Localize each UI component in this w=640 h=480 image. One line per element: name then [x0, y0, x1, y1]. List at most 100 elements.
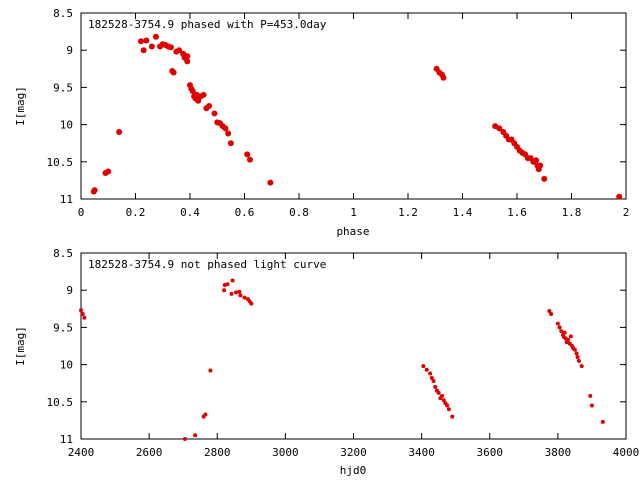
- data-point: [249, 301, 254, 306]
- data-point: [533, 157, 540, 164]
- data-point: [206, 103, 213, 109]
- data-point: [140, 47, 147, 54]
- data-point: [222, 125, 229, 132]
- data-point: [436, 390, 441, 395]
- data-point: [246, 156, 253, 163]
- data-point: [549, 312, 554, 317]
- x-tick-label: 2400: [68, 446, 95, 459]
- data-point: [566, 338, 571, 343]
- data-point: [496, 125, 503, 132]
- y-tick-label: 10: [60, 119, 73, 132]
- y-tick-labels: 8.5 9 9.5 10 10.5 11: [47, 247, 74, 446]
- x-tick-label: 3600: [477, 446, 504, 459]
- data-point: [445, 403, 450, 408]
- data-point: [137, 38, 144, 45]
- unphased-light-curve-panel: 2400 2600 2800 3000 3200 3400 3600 3800 4000 8.5…: [14, 247, 639, 477]
- data-points: [90, 33, 623, 200]
- y-tick-label: 11: [60, 433, 73, 446]
- data-point: [562, 330, 567, 335]
- y-tick-label: 9: [66, 44, 73, 57]
- data-point: [446, 407, 451, 412]
- data-points: [79, 278, 605, 441]
- data-point: [574, 351, 579, 356]
- data-point: [575, 355, 580, 360]
- data-point: [176, 47, 183, 54]
- x-tick-label: 0.2: [126, 206, 146, 219]
- phased-light-curve-panel: 0 0.2 0.4 0.6 0.8 1 1.2 1.4 1.6 1.8 2 8.5 9 9.5 10 10.…: [14, 7, 629, 238]
- y-axis-label: I[mag]: [14, 326, 27, 366]
- x-axis-label: hjd0: [340, 464, 367, 477]
- x-tick-label: 0.4: [180, 206, 200, 219]
- data-point: [267, 179, 274, 186]
- data-point: [600, 419, 605, 424]
- data-point: [233, 290, 238, 295]
- y-tick-labels: 8.5 9 9.5 10 10.5 11: [47, 7, 74, 206]
- data-point: [193, 433, 198, 438]
- data-point: [170, 69, 177, 76]
- data-point: [237, 289, 242, 294]
- data-point: [238, 293, 243, 298]
- x-tick-label: 1.6: [507, 206, 527, 219]
- x-axis-label: phase: [336, 225, 369, 238]
- data-point: [227, 140, 234, 147]
- x-tick-label: 3400: [408, 446, 435, 459]
- data-point: [424, 367, 429, 372]
- data-point: [184, 58, 191, 65]
- data-point: [80, 312, 85, 317]
- data-point: [203, 412, 208, 417]
- data-point: [195, 97, 202, 104]
- data-point: [152, 33, 159, 40]
- data-point: [242, 295, 247, 300]
- data-point: [440, 393, 445, 398]
- data-point: [559, 329, 564, 334]
- data-point: [244, 151, 251, 158]
- y-tick-label: 9.5: [53, 321, 73, 334]
- data-point: [184, 53, 191, 60]
- data-point: [91, 187, 98, 194]
- data-point: [450, 414, 455, 419]
- x-tick-labels: 0 0.2 0.4 0.6 0.8 1 1.2 1.4 1.6 1.8 2: [78, 206, 630, 219]
- x-tick-label: 3800: [545, 446, 572, 459]
- x-tick-label: 0: [78, 206, 85, 219]
- data-point: [229, 291, 234, 296]
- x-tick-label: 4000: [613, 446, 640, 459]
- data-point: [148, 43, 155, 50]
- data-point: [616, 193, 623, 200]
- x-tick-label: 3200: [340, 446, 367, 459]
- data-point: [555, 321, 560, 326]
- data-point: [568, 334, 573, 339]
- data-point: [182, 437, 187, 441]
- data-point: [589, 403, 594, 408]
- data-point: [440, 74, 447, 81]
- data-point: [588, 393, 593, 398]
- data-point: [225, 130, 232, 137]
- y-tick-label: 9: [66, 284, 73, 297]
- chart-title: 182528-3754.9 not phased light curve: [88, 258, 326, 271]
- plot-frame: [80, 252, 627, 440]
- data-point: [105, 168, 112, 175]
- data-point: [576, 358, 581, 363]
- data-point: [572, 347, 577, 352]
- data-point: [431, 378, 436, 383]
- y-tick-label: 10: [60, 359, 73, 372]
- y-tick-label: 8.5: [53, 7, 73, 20]
- data-point: [116, 129, 123, 136]
- plot-frame: [80, 12, 627, 200]
- x-tick-label: 2800: [204, 446, 231, 459]
- data-point: [441, 398, 446, 403]
- data-point: [82, 315, 87, 320]
- data-point: [167, 44, 174, 51]
- x-tick-labels: 2400 2600 2800 3000 3200 3400 3600 3800 4000: [68, 446, 640, 459]
- data-point: [143, 37, 150, 44]
- x-tick-label: 1.8: [562, 206, 582, 219]
- data-point: [225, 282, 230, 287]
- y-axis-label: I[mag]: [14, 86, 27, 126]
- data-point: [429, 375, 434, 380]
- x-tick-label: 1: [350, 206, 357, 219]
- data-point: [79, 308, 83, 313]
- x-tick-label: 1.4: [453, 206, 473, 219]
- data-point: [222, 288, 227, 293]
- y-tick-label: 10.5: [47, 396, 74, 409]
- x-tick-label: 3000: [272, 446, 299, 459]
- data-point: [547, 309, 552, 314]
